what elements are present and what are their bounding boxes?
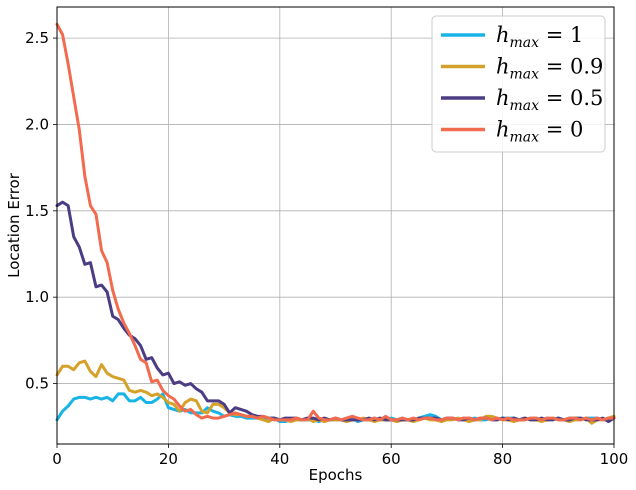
legend-label: hmax = 0 — [496, 118, 583, 146]
legend-label: hmax = 0.9 — [496, 55, 603, 83]
x-axis-ticks: 0 20 40 60 80 100 — [52, 444, 628, 468]
y-axis-ticks: 0.5 1.0 1.5 2.0 2.5 — [25, 29, 57, 393]
x-axis-label: Epochs — [309, 466, 363, 484]
series-line — [55, 359, 616, 425]
x-tick-label: 20 — [159, 450, 178, 468]
x-tick-label: 80 — [493, 450, 512, 468]
plot-frame — [56, 6, 615, 445]
x-tick-label: 60 — [382, 450, 401, 468]
legend-label: hmax = 0.5 — [496, 86, 603, 114]
legend: hmax = 1 hmax = 0.9 hmax = 0.5 hmax = 0 — [431, 15, 606, 153]
legend-label: hmax = 1 — [496, 23, 583, 51]
series-line — [55, 200, 616, 424]
y-tick-label: 1.0 — [25, 288, 49, 306]
y-tick-label: 0.5 — [25, 375, 49, 393]
y-tick-label: 1.5 — [25, 202, 49, 220]
series-line — [55, 22, 616, 422]
x-tick-label: 100 — [600, 450, 629, 468]
y-tick-label: 2.5 — [25, 29, 49, 47]
legend-box — [431, 15, 606, 153]
y-tick-label: 2.0 — [25, 115, 49, 133]
x-tick-label: 40 — [270, 450, 289, 468]
x-tick-label: 0 — [52, 450, 62, 468]
y-axis-label: Location Error — [5, 172, 23, 278]
series-lines — [55, 22, 616, 425]
